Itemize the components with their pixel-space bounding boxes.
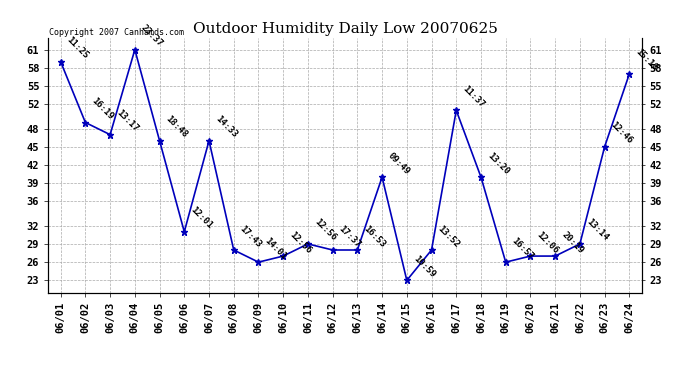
- Text: 12:56: 12:56: [288, 230, 313, 255]
- Text: 16:19: 16:19: [90, 96, 115, 122]
- Text: 11:37: 11:37: [461, 84, 486, 110]
- Text: 14:01: 14:01: [263, 236, 288, 261]
- Text: 13:52: 13:52: [436, 224, 462, 249]
- Text: 13:14: 13:14: [584, 217, 610, 243]
- Text: 18:48: 18:48: [164, 114, 189, 140]
- Text: 15:18: 15:18: [634, 48, 659, 73]
- Text: 20:19: 20:19: [560, 230, 585, 255]
- Text: 12:56: 12:56: [313, 217, 337, 243]
- Text: 13:20: 13:20: [486, 151, 511, 176]
- Text: 14:33: 14:33: [213, 114, 239, 140]
- Text: 12:46: 12:46: [609, 120, 634, 146]
- Text: 13:17: 13:17: [115, 108, 140, 134]
- Text: 16:53: 16:53: [362, 224, 387, 249]
- Text: 12:06: 12:06: [535, 230, 560, 255]
- Text: 23:37: 23:37: [139, 23, 165, 49]
- Text: 17:37: 17:37: [337, 224, 362, 249]
- Text: 10:59: 10:59: [411, 254, 437, 279]
- Text: 17:43: 17:43: [238, 224, 264, 249]
- Title: Outdoor Humidity Daily Low 20070625: Outdoor Humidity Daily Low 20070625: [193, 22, 497, 36]
- Text: 12:01: 12:01: [189, 206, 214, 231]
- Text: 11:25: 11:25: [65, 35, 90, 61]
- Text: 09:49: 09:49: [386, 151, 412, 176]
- Text: Copyright 2007 Canhamds.com: Copyright 2007 Canhamds.com: [49, 28, 184, 37]
- Text: 16:57: 16:57: [510, 236, 535, 261]
